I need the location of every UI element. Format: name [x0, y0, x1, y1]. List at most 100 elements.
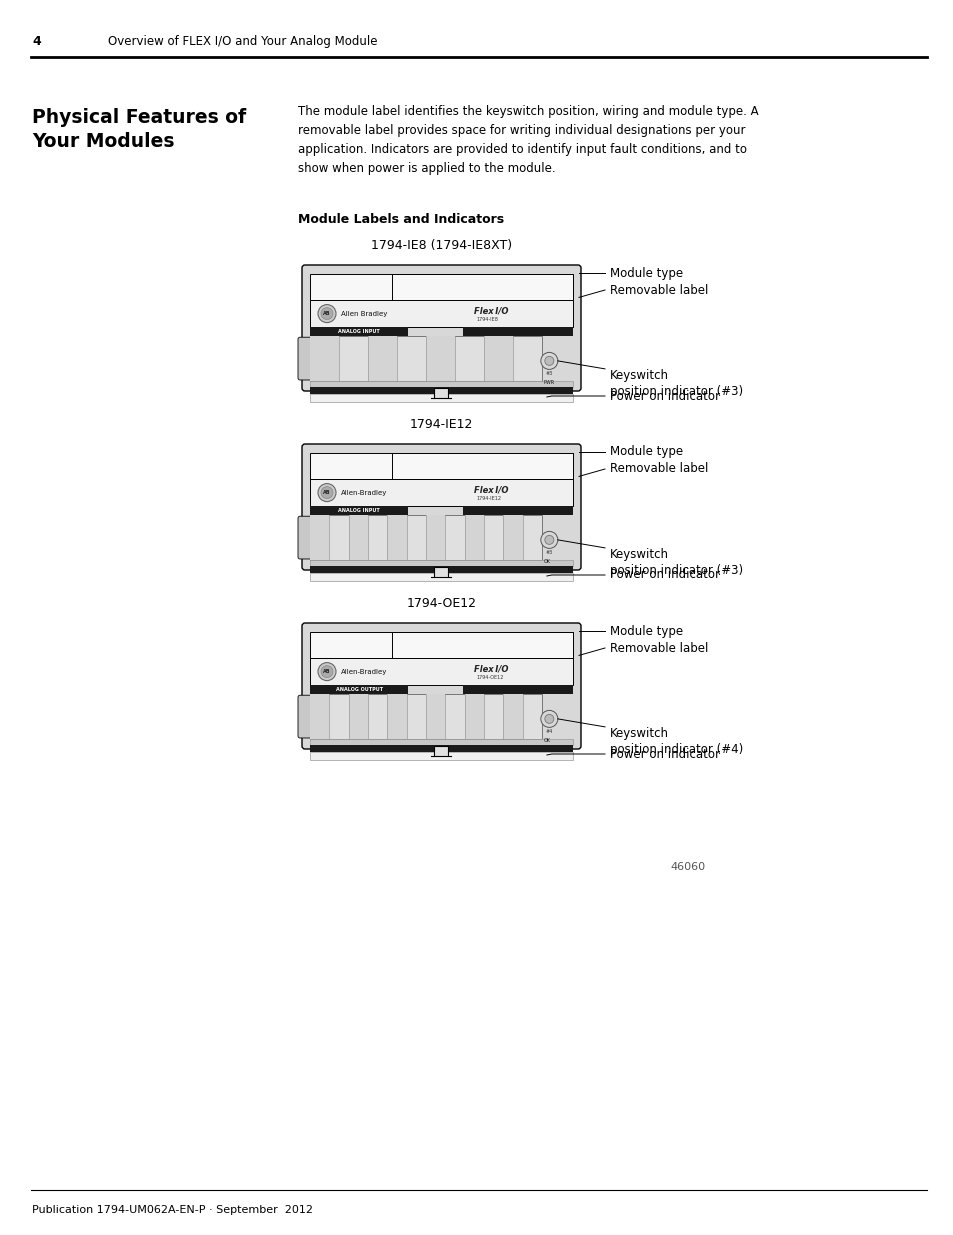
- Text: Allen Bradley: Allen Bradley: [340, 310, 387, 316]
- Circle shape: [317, 663, 335, 680]
- Bar: [463, 506, 573, 515]
- FancyBboxPatch shape: [302, 266, 580, 391]
- Bar: [426, 694, 445, 740]
- Bar: [387, 515, 406, 561]
- Bar: [387, 694, 406, 740]
- Text: Allen-Bradley: Allen-Bradley: [340, 668, 387, 674]
- Bar: [310, 752, 573, 760]
- Bar: [392, 632, 573, 658]
- Circle shape: [540, 352, 558, 369]
- Bar: [310, 394, 573, 401]
- Text: Removable label: Removable label: [609, 284, 708, 296]
- Bar: [310, 573, 573, 580]
- Text: PWR: PWR: [543, 380, 555, 385]
- Bar: [310, 453, 573, 479]
- Text: Module Labels and Indicators: Module Labels and Indicators: [297, 212, 503, 226]
- Text: Allen-Bradley: Allen-Bradley: [340, 489, 387, 495]
- Text: Removable label: Removable label: [609, 641, 708, 655]
- FancyBboxPatch shape: [302, 622, 580, 748]
- Bar: [503, 694, 522, 740]
- Text: 1794-IE12: 1794-IE12: [410, 417, 473, 431]
- Bar: [464, 515, 483, 561]
- Text: Physical Features of
Your Modules: Physical Features of Your Modules: [32, 107, 246, 151]
- Text: The module label identifies the keyswitch position, wiring and module type. A
re: The module label identifies the keyswitc…: [297, 105, 758, 175]
- FancyBboxPatch shape: [297, 516, 312, 559]
- Bar: [464, 694, 483, 740]
- Text: Module type: Module type: [609, 446, 682, 458]
- Bar: [503, 515, 522, 561]
- Text: Overview of FLEX I/O and Your Analog Module: Overview of FLEX I/O and Your Analog Mod…: [108, 35, 377, 48]
- Text: ANALOG INPUT: ANALOG INPUT: [338, 508, 379, 513]
- Text: Flex I/O: Flex I/O: [474, 306, 508, 315]
- Bar: [392, 274, 573, 300]
- Text: Power on indicator: Power on indicator: [609, 747, 720, 761]
- Bar: [310, 515, 541, 561]
- Bar: [348, 694, 368, 740]
- Bar: [434, 746, 448, 756]
- Bar: [310, 740, 573, 746]
- Bar: [543, 574, 549, 578]
- Text: Removable label: Removable label: [609, 462, 708, 475]
- Text: OK: OK: [543, 739, 550, 743]
- Text: Flex I/O: Flex I/O: [474, 485, 508, 494]
- Text: 1794-OE12: 1794-OE12: [406, 597, 476, 610]
- Bar: [310, 336, 541, 382]
- Bar: [348, 515, 368, 561]
- Circle shape: [320, 666, 333, 678]
- Bar: [310, 274, 573, 300]
- Text: Module type: Module type: [609, 267, 682, 279]
- Circle shape: [544, 357, 554, 366]
- Bar: [434, 567, 448, 577]
- Bar: [310, 327, 408, 336]
- Text: #3: #3: [545, 550, 553, 555]
- Text: Flex I/O: Flex I/O: [474, 664, 508, 673]
- Circle shape: [320, 308, 333, 320]
- Bar: [543, 753, 549, 757]
- Bar: [310, 658, 573, 684]
- Bar: [483, 336, 513, 382]
- Text: Power on indicator: Power on indicator: [609, 389, 720, 403]
- Bar: [310, 632, 573, 658]
- Bar: [434, 388, 448, 398]
- Bar: [463, 327, 573, 336]
- Text: 1794-OE12: 1794-OE12: [476, 676, 503, 680]
- Circle shape: [540, 531, 558, 548]
- Bar: [392, 453, 573, 479]
- Text: #4: #4: [545, 729, 553, 734]
- Bar: [310, 300, 573, 327]
- Text: ANALOG INPUT: ANALOG INPUT: [338, 329, 379, 333]
- Bar: [310, 694, 329, 740]
- Bar: [310, 479, 573, 506]
- Text: 4: 4: [32, 35, 41, 48]
- Bar: [310, 515, 329, 561]
- Bar: [426, 515, 445, 561]
- Text: Power on indicator: Power on indicator: [609, 568, 720, 582]
- Bar: [463, 684, 573, 694]
- Bar: [310, 694, 541, 740]
- Bar: [368, 336, 396, 382]
- FancyBboxPatch shape: [297, 337, 312, 380]
- Text: Publication 1794-UM062A-EN-P · September  2012: Publication 1794-UM062A-EN-P · September…: [32, 1205, 313, 1215]
- Bar: [310, 336, 338, 382]
- Circle shape: [317, 484, 335, 501]
- Text: Keyswitch
position indicator (#3): Keyswitch position indicator (#3): [609, 369, 742, 398]
- Bar: [310, 684, 408, 694]
- FancyBboxPatch shape: [302, 445, 580, 571]
- Bar: [310, 388, 573, 394]
- Text: ANALOG OUTPUT: ANALOG OUTPUT: [335, 687, 382, 692]
- Text: AB: AB: [323, 669, 331, 674]
- Text: 46060: 46060: [670, 862, 705, 872]
- Bar: [310, 746, 573, 752]
- Text: OK: OK: [543, 559, 550, 564]
- Circle shape: [544, 714, 554, 724]
- Circle shape: [544, 536, 554, 545]
- Text: 1794-IE12: 1794-IE12: [476, 496, 500, 501]
- Text: Module type: Module type: [609, 625, 682, 637]
- Bar: [310, 382, 573, 388]
- Bar: [310, 506, 408, 515]
- Text: AB: AB: [323, 311, 331, 316]
- Text: Keyswitch
position indicator (#3): Keyswitch position indicator (#3): [609, 548, 742, 577]
- Bar: [310, 561, 573, 567]
- Text: AB: AB: [323, 490, 331, 495]
- FancyBboxPatch shape: [297, 695, 312, 739]
